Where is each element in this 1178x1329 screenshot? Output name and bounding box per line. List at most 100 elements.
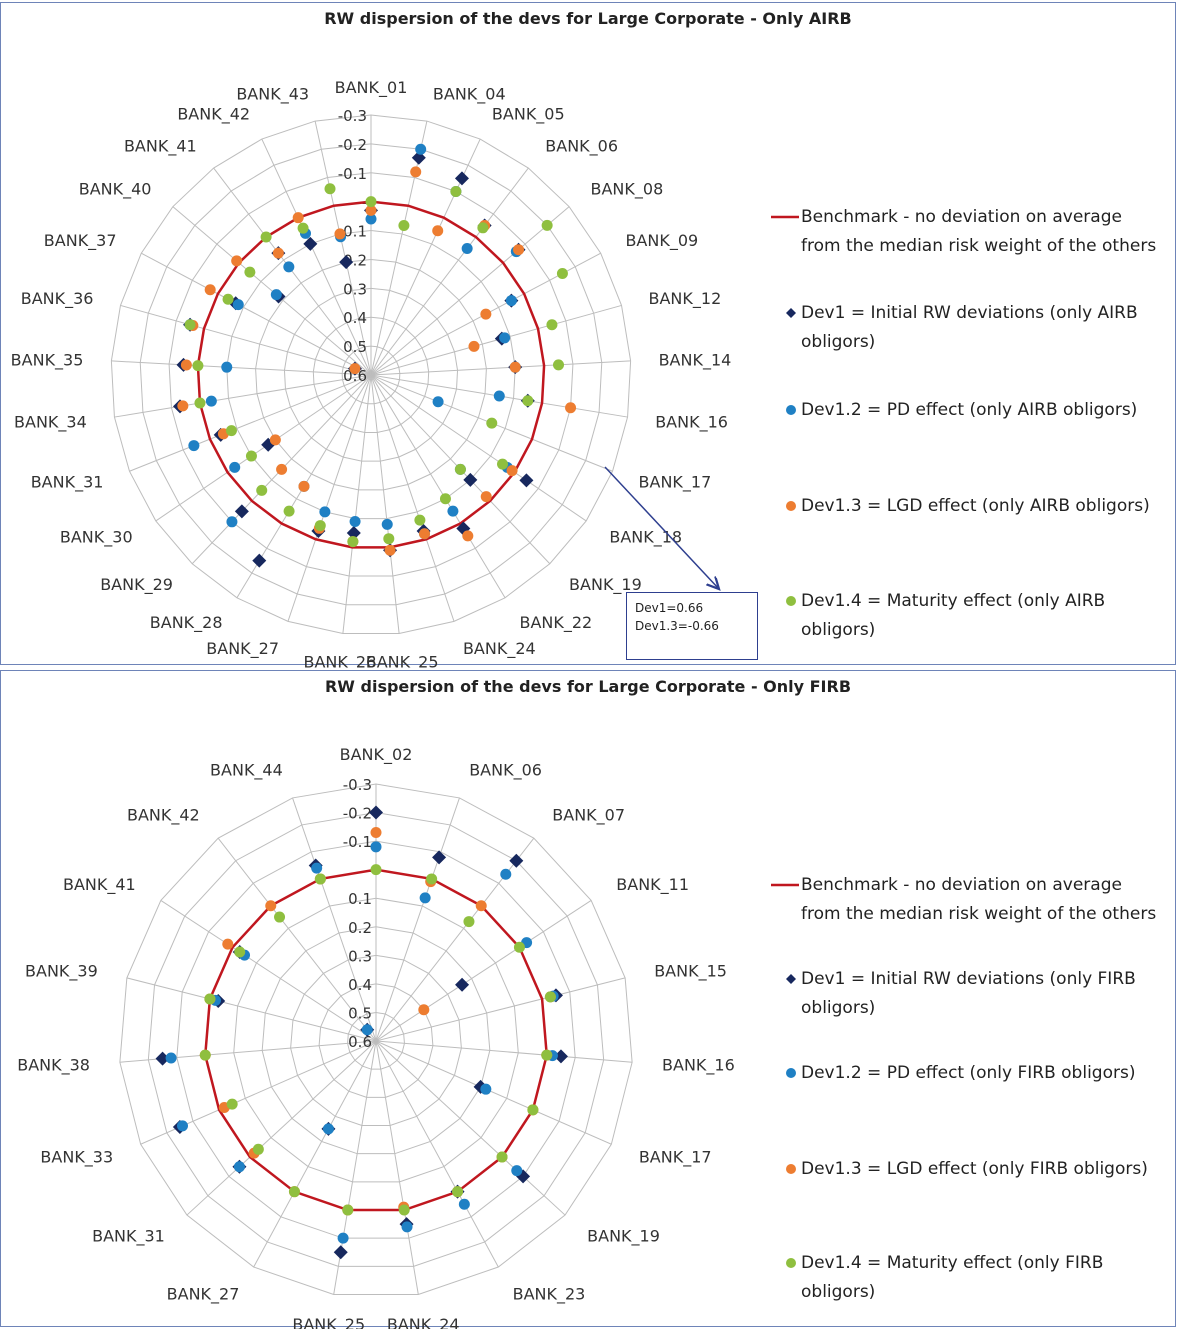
data-point-dev14 [184,319,196,331]
data-point-dev12 [511,1165,523,1177]
chart-title: RW dispersion of the devs for Large Corp… [324,9,852,28]
category-label: BANK_08 [591,180,664,200]
category-label: BANK_37 [44,231,117,251]
category-label: BANK_25 [292,1315,365,1329]
data-point-dev14 [522,395,534,407]
data-point-dev12 [229,461,241,473]
series-dev14 [184,183,568,548]
grid-spoke [217,837,377,1042]
category-label: BANK_30 [60,528,133,548]
data-point-dev13 [419,528,431,540]
firb-chart-panel: RW dispersion of the devs for Large Corp… [0,670,1176,1329]
radial-tick-label: 0.6 [343,367,367,385]
grid-ring [147,812,605,1267]
data-point-dev12 [233,1161,245,1173]
category-label: BANK_06 [545,137,618,157]
radial-tick-label: 0.1 [348,890,372,908]
grid-spoke [120,304,372,376]
radial-tick-label: -0.2 [338,136,367,154]
category-label: BANK_35 [11,350,84,370]
data-point-dev12 [401,1221,413,1233]
data-point-dev14 [426,873,438,885]
data-point-dev13 [177,400,189,412]
data-point-dev14 [192,360,204,372]
data-point-dev14 [314,520,326,532]
data-point-dev14 [234,946,246,958]
grid-spoke [370,167,529,376]
airb-chart-panel: RW dispersion of the devs for Large Corp… [0,2,1176,672]
data-point-dev14 [452,1186,464,1198]
data-point-dev13 [468,340,480,352]
grid-spoke [375,797,460,1042]
data-point-dev1 [346,525,361,540]
data-point-dev12 [415,143,427,155]
category-label: BANK_15 [654,962,727,982]
data-point-dev14 [398,219,410,231]
data-point-dev14 [256,484,268,496]
data-point-dev14 [544,991,556,1003]
data-point-dev14 [297,222,309,234]
grid-spoke [370,304,622,376]
category-label: BANK_44 [210,761,283,781]
data-point-dev13 [432,225,444,237]
data-point-dev1 [303,236,318,251]
category-label: BANK_07 [552,806,625,826]
data-point-dev12 [480,1083,492,1095]
data-point-dev14 [222,293,234,305]
grid-spoke [375,1040,499,1268]
grid-spoke [172,206,372,376]
data-point-dev13 [204,284,216,296]
data-point-dev14 [496,1151,508,1163]
data-point-dev13 [370,827,382,839]
data-point-dev14 [486,417,498,429]
data-point-dev13 [265,900,277,912]
data-point-dev12 [499,332,511,344]
data-point-dev14 [260,231,272,243]
category-label: BANK_26 [303,652,376,672]
legend-label: Dev1.3 = LGD effect (only AIRB obligors) [801,496,1150,516]
category-label: BANK_42 [127,806,200,826]
data-point-dev14 [497,458,509,470]
category-label: BANK_22 [519,613,592,633]
data-point-dev12 [447,505,459,517]
data-point-dev14 [541,1049,553,1061]
data-point-dev12 [493,390,505,402]
data-point-dev12 [311,862,323,874]
data-point-dev12 [361,1024,373,1036]
data-point-dev14 [283,505,295,517]
data-point-dev14 [324,183,336,195]
category-label: BANK_34 [14,413,87,433]
data-point-dev13 [480,491,492,503]
grid-spoke [114,374,372,418]
radial-tick-label: -0.3 [338,107,367,125]
data-point-dev14 [314,873,326,885]
grid-spoke [342,374,372,634]
benchmark-line [203,868,549,1212]
data-point-dev1 [553,1049,568,1064]
category-label: BANK_39 [25,962,98,982]
grid-spoke [160,900,377,1042]
category-label: BANK_31 [92,1226,165,1246]
outlier-annotation-box: Dev1=0.66 Dev1.3=-0.66 [626,592,758,660]
annotation-line: Dev1.3=-0.66 [635,619,719,633]
grid-spoke [370,374,400,634]
legend-label: Dev1.2 = PD effect (only FIRB obligors) [801,1063,1136,1083]
data-point-dev1 [252,553,267,568]
data-point-dev14 [225,425,237,437]
data-point-dev12 [221,361,233,373]
radial-tick-label: 0.5 [343,338,367,356]
data-point-dev13 [276,463,288,475]
category-label: BANK_12 [649,289,722,309]
annotation-arrow [604,466,719,589]
grid-spoke [314,120,372,376]
grid-spoke [375,1040,612,1145]
data-point-dev1 [473,1079,488,1094]
data-point-dev14 [398,1204,410,1216]
radial-tick-label: 0.3 [343,280,367,298]
data-point-dev14 [226,1098,238,1110]
data-point-dev13 [269,434,281,446]
category-label: BANK_18 [609,528,682,548]
radar-grid [119,783,633,1295]
category-label: BANK_05 [492,105,565,125]
legend-label: Dev1 = Initial RW deviations (only AIRB … [801,303,1138,352]
